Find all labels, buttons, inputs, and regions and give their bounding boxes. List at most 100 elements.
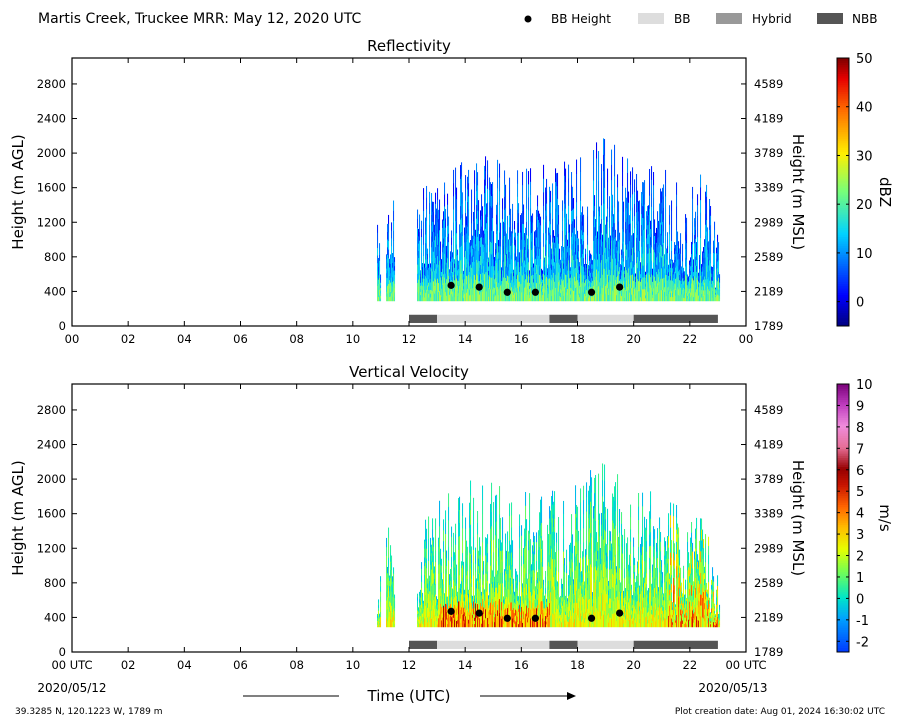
vertical-velocity-heatmap-cell	[472, 598, 474, 603]
reflectivity-heatmap-cell	[469, 260, 471, 267]
reflectivity-heatmap-cell	[613, 266, 615, 276]
vertical-velocity-heatmap-cell	[514, 605, 516, 610]
reflectivity-heatmap-cell	[513, 285, 515, 289]
reflectivity-heatmap-cell	[521, 213, 523, 223]
reflectivity-heatmap-cell	[580, 186, 582, 201]
vertical-velocity-heatmap-cell	[379, 624, 381, 626]
vertical-velocity-heatmap-cell	[433, 609, 435, 619]
reflectivity-colorbar-band	[837, 183, 849, 186]
reflectivity-heatmap-cell	[468, 222, 470, 236]
reflectivity-heatmap-cell	[658, 260, 660, 270]
reflectivity-heatmap-cell	[674, 253, 676, 261]
reflectivity-heatmap-cell	[674, 283, 676, 290]
vertical-velocity-heatmap-cell	[448, 506, 450, 521]
vertical-velocity-heatmap-cell	[519, 581, 521, 594]
reflectivity-heatmap-cell	[712, 280, 714, 285]
vertical-velocity-heatmap-cell	[418, 609, 420, 612]
reflectivity-heatmap-cell	[673, 281, 675, 286]
reflectivity-heatmap-cell	[510, 227, 512, 237]
reflectivity-heatmap-cell	[692, 243, 694, 256]
reflectivity-heatmap-cell	[689, 264, 691, 269]
vertical-velocity-heatmap-cell	[394, 604, 396, 608]
reflectivity-colorbar-band	[837, 314, 849, 318]
reflectivity-heatmap-cell	[550, 234, 552, 247]
vertical-velocity-heatmap-cell	[452, 588, 454, 593]
vertical-velocity-heatmap-cell	[428, 549, 430, 561]
vertical-velocity-heatmap-cell	[564, 585, 566, 593]
vertical-velocity-heatmap-cell	[454, 589, 456, 598]
reflectivity-heatmap-cell	[540, 250, 542, 260]
vertical-velocity-heatmap-cell	[516, 582, 518, 589]
reflectivity-heatmap-cell	[444, 229, 446, 243]
reflectivity-heatmap-cell	[450, 251, 452, 257]
reflectivity-heatmap-cell	[621, 290, 623, 297]
reflectivity-heatmap-cell	[387, 277, 389, 286]
reflectivity-heatmap-cell	[549, 232, 551, 245]
reflectivity-heatmap-cell	[588, 279, 590, 284]
vertical-velocity-heatmap-cell	[422, 623, 424, 628]
reflectivity-heatmap-cell	[577, 293, 579, 302]
vertical-velocity-heatmap-cell	[442, 622, 444, 628]
reflectivity-heatmap-cell	[390, 291, 392, 297]
reflectivity-heatmap-cell	[512, 242, 514, 253]
reflectivity-colorbar-band	[837, 281, 849, 284]
reflectivity-heatmap-cell	[637, 212, 639, 225]
reflectivity-heatmap-cell	[469, 271, 471, 278]
vertical-velocity-heatmap-cell	[392, 581, 394, 587]
reflectivity-heatmap-cell	[622, 214, 624, 230]
vertical-velocity-heatmap-cell	[489, 592, 491, 597]
vertical-velocity-heatmap-cell	[475, 611, 477, 620]
reflectivity-heatmap-cell	[635, 276, 637, 280]
reflectivity-heatmap-cell	[481, 215, 483, 227]
vertical-velocity-heatmap-cell	[425, 541, 427, 553]
reflectivity-heatmap-cell	[501, 294, 503, 298]
reflectivity-heatmap-cell	[434, 239, 436, 248]
reflectivity-heatmap-cell	[463, 270, 465, 275]
reflectivity-colorbar-band	[837, 317, 849, 320]
vertical-velocity-heatmap-cell	[527, 617, 529, 623]
reflectivity-heatmap-cell	[500, 222, 502, 231]
reflectivity-heatmap-cell	[533, 274, 535, 279]
reflectivity-heatmap-cell	[647, 272, 649, 283]
reflectivity-heatmap-cell	[521, 239, 523, 249]
vertical-velocity-heatmap-cell	[431, 594, 433, 603]
reflectivity-heatmap-cell	[608, 250, 610, 257]
vertical-velocity-heatmap-cell	[377, 623, 379, 625]
vertical-velocity-heatmap-cell	[549, 578, 551, 592]
reflectivity-colorbar-tick-label: 40	[856, 101, 873, 116]
vertical-velocity-heatmap-cell	[437, 613, 439, 617]
reflectivity-heatmap-cell	[521, 230, 523, 240]
reflectivity-heatmap-cell	[444, 241, 446, 254]
reflectivity-x-tick-label: 18	[570, 332, 585, 346]
reflectivity-heatmap-cell	[516, 274, 518, 280]
reflectivity-heatmap-cell	[493, 286, 495, 295]
vertical-velocity-heatmap-cell	[514, 623, 516, 628]
reflectivity-heatmap-cell	[673, 262, 675, 267]
reflectivity-heatmap-cell	[700, 225, 702, 239]
vertical-velocity-heatmap-cell	[538, 607, 540, 618]
vertical-velocity-heatmap-cell	[453, 561, 455, 571]
reflectivity-heatmap-cell	[423, 255, 425, 268]
reflectivity-heatmap-cell	[491, 207, 493, 220]
vertical-velocity-heatmap-cell	[488, 614, 490, 618]
reflectivity-heatmap-cell	[540, 267, 542, 276]
vertical-velocity-heatmap-cell	[473, 497, 475, 512]
reflectivity-heatmap-cell	[565, 168, 567, 183]
vertical-velocity-heatmap-cell	[427, 607, 429, 613]
reflectivity-heatmap-cell	[631, 294, 633, 302]
reflectivity-heatmap-cell	[460, 232, 462, 247]
vertical-velocity-heatmap-cell	[511, 539, 513, 553]
vertical-velocity-heatmap-cell	[423, 603, 425, 607]
vertical-velocity-heatmap-cell	[535, 606, 537, 611]
reflectivity-heatmap-cell	[632, 194, 634, 208]
reflectivity-heatmap-cell	[417, 227, 419, 238]
reflectivity-heatmap-cell	[423, 244, 425, 257]
vertical-velocity-heatmap-cell	[392, 576, 394, 582]
reflectivity-heatmap-cell	[565, 261, 567, 275]
reflectivity-heatmap-cell	[634, 252, 636, 265]
reflectivity-heatmap-cell	[435, 225, 437, 237]
reflectivity-heatmap-cell	[431, 279, 433, 291]
reflectivity-heatmap-cell	[715, 298, 717, 300]
reflectivity-heatmap-cell	[675, 256, 677, 263]
reflectivity-heatmap-cell	[550, 289, 552, 302]
